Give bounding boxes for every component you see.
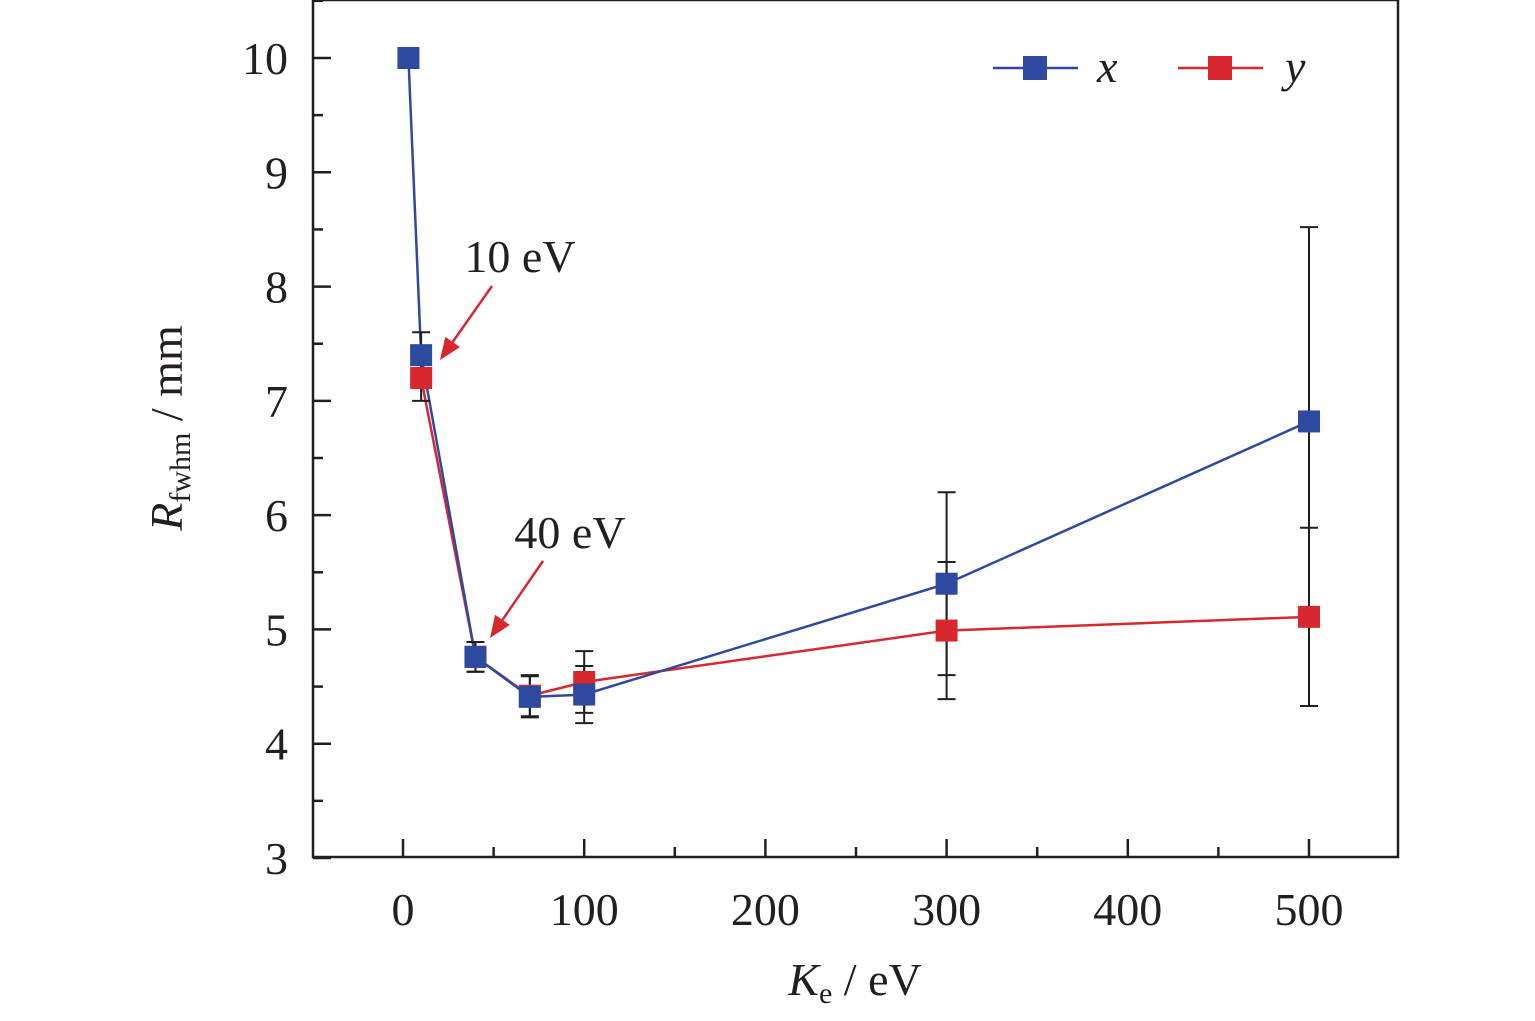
annotation-label: 10 eV [464,231,575,282]
marker-y [935,619,958,642]
annotation-arrow-head [440,336,461,360]
marker-x [410,344,433,367]
x-tick-label: 300 [912,884,981,935]
marker-x [935,572,958,595]
annotations: 10 eV 40 eV [440,231,626,638]
x-axis-tick-labels: 0 100 200 300 400 500 [392,884,1344,935]
marker-y [1298,605,1320,628]
marker-y [410,367,433,389]
error-bars [412,226,1318,725]
x-tick-label: 500 [1275,884,1344,935]
y-tick-label: 8 [265,262,288,313]
y-tick-label: 9 [265,147,288,198]
series-line-x [407,57,1310,699]
annotation-arrow-head [490,614,510,638]
annotation-arrow-shaft [501,560,545,621]
y-tick-label: 4 [265,719,288,770]
marker-x [464,645,487,668]
marker-x [1298,410,1320,433]
y-axis-ticks [313,0,331,860]
x-axis-ticks [401,839,1311,857]
data-markers [397,47,1320,708]
y-tick-label: 6 [265,490,288,541]
legend-item-x: x [993,41,1118,92]
annotation-arrow-shaft [451,285,494,343]
y-tick-label: 10 [242,33,288,84]
marker-x [397,47,420,69]
legend-item-y: y [1178,41,1306,92]
x-tick-label: 400 [1093,884,1162,935]
x-axis-label: Ke / eV [787,954,921,1010]
y-axis-tick-labels: 3 4 5 6 7 8 9 10 [242,33,288,884]
legend-label-x: x [1096,41,1118,92]
y-axis-label: Rfwhm / mm [141,325,197,532]
y-tick-label: 7 [265,376,288,427]
x-tick-label: 0 [392,884,415,935]
marker-x [573,683,596,706]
y-tick-label: 5 [265,604,288,655]
annotation-label: 40 eV [514,507,625,558]
series-lines [407,57,1310,699]
x-tick-label: 200 [731,884,800,935]
marker-x [518,685,541,708]
legend: x y [993,41,1306,92]
legend-marker-x [1023,56,1047,80]
axes-frame [311,0,1400,859]
x-tick-label: 100 [550,884,619,935]
legend-label-y: y [1281,41,1306,92]
legend-marker-y [1208,56,1232,80]
y-tick-label: 3 [265,833,288,884]
plot-frame [311,0,1400,859]
